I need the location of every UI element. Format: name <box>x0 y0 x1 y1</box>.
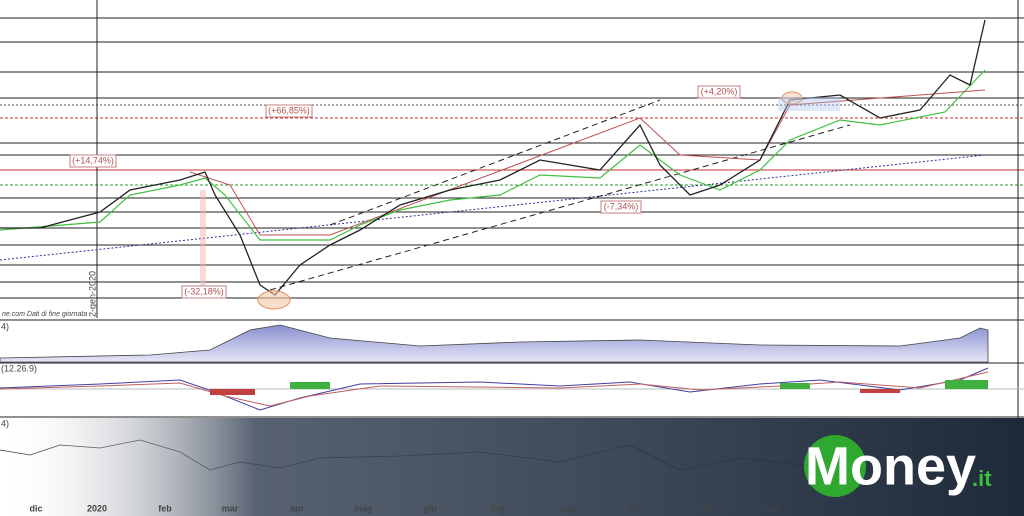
month-label: lug <box>491 503 505 513</box>
month-label: mar <box>222 503 239 513</box>
source: ne.com Dati di fine giornata <box>2 311 87 318</box>
annotation: (+14,74%) <box>72 155 114 165</box>
panel-label: 4) <box>1 321 9 331</box>
month-label: apr <box>290 503 305 513</box>
annotation: (+4,20%) <box>701 86 738 96</box>
volume-panel: 4) <box>0 319 1024 364</box>
trend-lines <box>0 19 986 310</box>
date-marker: 2-gen-2020 <box>87 271 97 317</box>
logo-suffix: .it <box>972 466 992 491</box>
month-label: dic <box>29 503 42 513</box>
annotation: (-7,34%) <box>604 201 639 211</box>
month-label: giu <box>423 503 437 513</box>
panel-label: (12.26.9) <box>1 363 37 373</box>
month-label: mag <box>354 503 373 513</box>
month-label: 2020 <box>87 503 107 513</box>
annotation: (+66,85%) <box>268 105 310 115</box>
annotations: (+14,74%) (+66,85%) (-32,18%) (+4,20%) (… <box>2 85 741 318</box>
month-label: set <box>628 503 641 513</box>
month-label: ott <box>699 503 711 513</box>
month-label: ago <box>560 503 577 513</box>
logo: Money .it <box>804 435 992 497</box>
x-axis: dic 2020 feb mar apr mag giu lug ago set… <box>29 503 780 513</box>
month-label: feb <box>158 503 172 513</box>
logo-name: Money <box>805 436 976 496</box>
month-label: nov <box>764 503 780 513</box>
annotation: (-32,18%) <box>184 286 224 296</box>
macd-panel: (12.26.9) <box>0 363 1024 418</box>
